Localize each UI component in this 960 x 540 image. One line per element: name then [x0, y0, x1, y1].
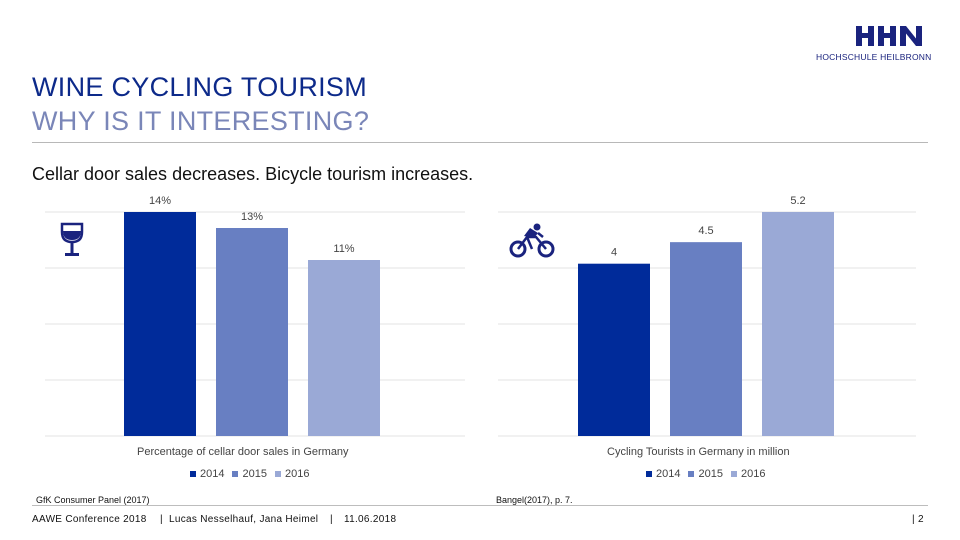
footer-separator: |	[330, 514, 333, 525]
data-label: 14%	[149, 195, 171, 207]
cyclist-icon	[509, 223, 555, 258]
header-divider	[32, 142, 928, 143]
institution-name: HOCHSCHULE HEILBRONN	[816, 52, 932, 62]
legend-label: 2015	[698, 468, 723, 480]
legend-label: 2016	[284, 468, 310, 480]
legend-swatch-2014	[646, 471, 652, 477]
legend-label: 2014	[656, 468, 681, 480]
bar-2016	[762, 212, 834, 436]
slide-statement: Cellar door sales decreases. Bicycle tou…	[32, 164, 474, 184]
data-label: 11%	[333, 243, 354, 255]
page-subtitle-heading: WHY IS IT INTERESTING?	[32, 106, 370, 136]
chart2-xlabel: Cycling Tourists in Germany in million	[607, 446, 790, 458]
bar-2014	[124, 212, 196, 436]
chart1-xlabel: Percentage of cellar door sales in Germa…	[137, 446, 349, 458]
page-title: WINE CYCLING TOURISM	[32, 72, 368, 102]
legend-swatch-2014	[190, 471, 196, 477]
footer-date: 11.06.2018	[344, 514, 397, 525]
bar-2016	[308, 260, 380, 436]
legend-label: 2016	[740, 468, 766, 480]
page-number: | 2	[912, 514, 924, 525]
bar-2015	[670, 242, 742, 436]
chart1-source: GfK Consumer Panel (2017)	[36, 495, 150, 505]
data-label: 4	[611, 247, 617, 259]
chart2-legend: 2014 2015 2016	[646, 468, 769, 480]
data-label: 5.2	[790, 195, 805, 207]
footer-conference: AAWE Conference 2018	[32, 514, 147, 525]
data-label: 4.5	[698, 225, 713, 237]
legend-label: 2015	[242, 468, 267, 480]
data-label: 13%	[241, 211, 263, 223]
footer-separator: |	[160, 514, 163, 525]
legend-swatch-2015	[688, 471, 695, 477]
legend-label: 2014	[200, 468, 225, 480]
chart1-legend: 2014 2015 2016	[190, 468, 313, 480]
legend-swatch-2015	[232, 471, 239, 477]
chart2-source: Bangel(2017), p. 7.	[496, 495, 573, 505]
footer-divider	[32, 505, 928, 506]
wine-glass-icon	[60, 222, 84, 256]
footer-authors: Lucas Nesselhauf, Jana Heimel	[169, 514, 319, 525]
legend-swatch-2016	[274, 471, 281, 477]
bar-2014	[578, 263, 650, 436]
bar-2015	[216, 228, 288, 436]
hhn-logo	[856, 26, 922, 46]
legend-swatch-2016	[730, 471, 737, 477]
